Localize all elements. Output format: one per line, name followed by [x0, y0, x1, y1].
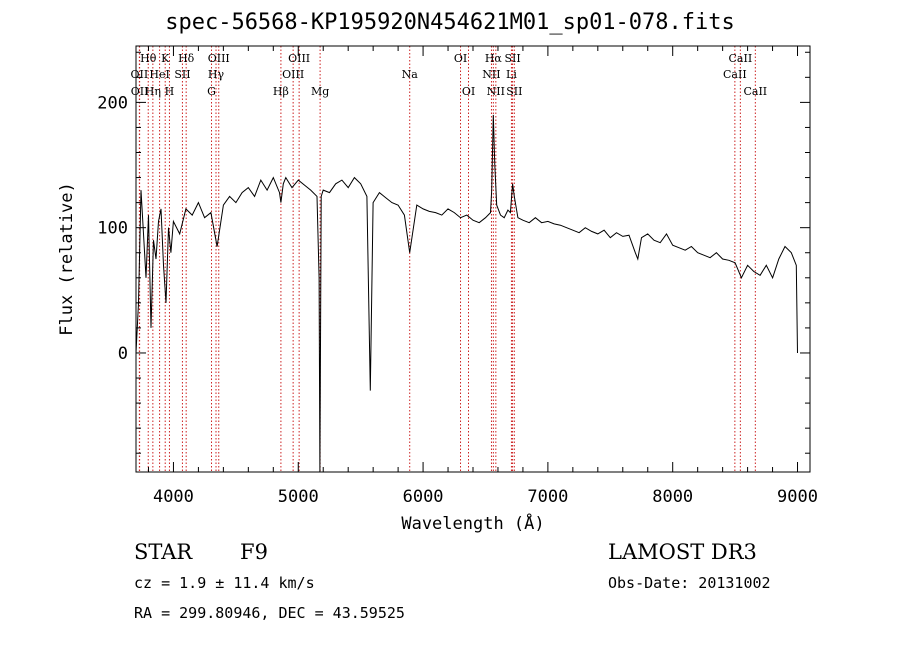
- line-marker-label: H: [165, 85, 175, 98]
- line-marker-label: Hγ: [208, 68, 225, 81]
- line-marker-label: Li: [506, 68, 517, 81]
- object-class: STAR: [134, 540, 193, 564]
- x-tick-label: 7000: [527, 487, 568, 507]
- line-marker-label: SII: [506, 85, 522, 98]
- line-marker-label: SII: [504, 52, 520, 65]
- y-axis-ticks: 0 100 200: [97, 51, 810, 454]
- y-tick-label: 100: [97, 219, 128, 239]
- plot-frame: [135, 45, 811, 473]
- x-tick-label: 6000: [403, 487, 444, 507]
- redshift-info: cz = 1.9 ± 11.4 km/s: [134, 574, 315, 592]
- x-tick-label: 5000: [278, 487, 319, 507]
- line-markers: [138, 46, 756, 472]
- line-marker-label: OIII: [208, 52, 230, 65]
- survey-name: LAMOST DR3: [608, 540, 757, 564]
- line-marker-label: Mg: [311, 85, 329, 98]
- x-axis-label: Wavelength (Å): [401, 512, 544, 534]
- line-marker-label: Hβ: [273, 85, 289, 98]
- line-marker-label: CaII: [723, 68, 747, 81]
- x-axis-ticks: 4000 5000 6000 7000 8000 9000: [147, 46, 818, 507]
- line-marker-label: HeI: [149, 68, 169, 81]
- line-marker-label: K: [161, 52, 170, 65]
- line-marker-label: NII: [487, 85, 505, 98]
- chart-title: spec-56568-KP195920N454621M01_sp01-078.f…: [165, 10, 735, 35]
- line-marker-label: Hδ: [178, 52, 195, 65]
- x-tick-label: 8000: [652, 487, 693, 507]
- line-marker-label: OIII: [288, 52, 310, 65]
- line-marker-label: OIII: [282, 68, 304, 81]
- x-tick-label: 4000: [153, 487, 194, 507]
- line-marker-label: Hα: [485, 52, 503, 65]
- line-marker-label: OI: [454, 52, 467, 65]
- spectrum-line: [135, 114, 798, 473]
- line-marker-label: G: [207, 85, 216, 98]
- line-marker-label: Hη: [145, 85, 161, 98]
- line-marker-label: Hθ: [140, 52, 157, 65]
- line-marker-label: SII: [174, 68, 190, 81]
- line-marker-label: OII: [131, 68, 149, 81]
- y-tick-label: 0: [118, 344, 128, 364]
- line-marker-label: OI: [462, 85, 475, 98]
- y-axis-label: Flux (relative): [57, 182, 77, 336]
- object-subclass: F9: [240, 540, 268, 564]
- line-marker-label: CaII: [729, 52, 753, 65]
- coordinates: RA = 299.80946, DEC = 43.59525: [134, 604, 405, 622]
- y-tick-label: 200: [97, 93, 128, 113]
- line-marker-label: CaII: [743, 85, 767, 98]
- line-marker-label: OII: [131, 85, 149, 98]
- observation-date: Obs-Date: 20131002: [608, 574, 771, 592]
- x-tick-label: 9000: [777, 487, 818, 507]
- line-marker-label: NII: [482, 68, 500, 81]
- line-marker-label: Na: [402, 68, 419, 81]
